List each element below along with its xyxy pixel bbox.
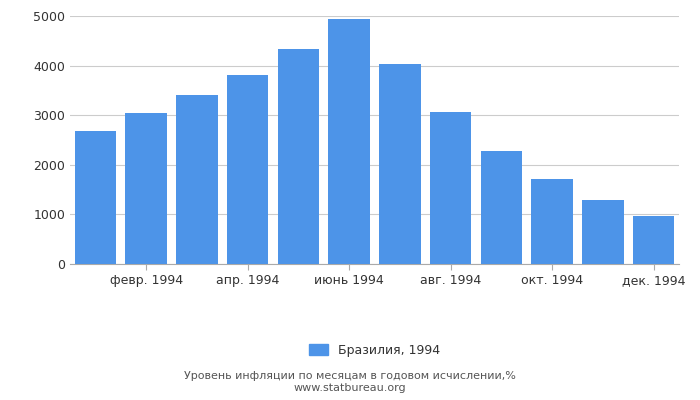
Bar [430,112,471,264]
Bar [227,74,268,264]
Bar [328,20,370,264]
Bar [176,95,218,264]
Bar [278,49,319,264]
Legend: Бразилия, 1994: Бразилия, 1994 [304,339,445,362]
Bar [125,113,167,264]
Bar [531,179,573,264]
Bar [582,200,624,264]
Text: www.statbureau.org: www.statbureau.org [294,383,406,393]
Bar [633,216,674,264]
Bar [379,64,421,264]
Bar [75,131,116,264]
Text: Уровень инфляции по месяцам в годовом исчислении,%: Уровень инфляции по месяцам в годовом ис… [184,371,516,381]
Bar [481,152,522,264]
